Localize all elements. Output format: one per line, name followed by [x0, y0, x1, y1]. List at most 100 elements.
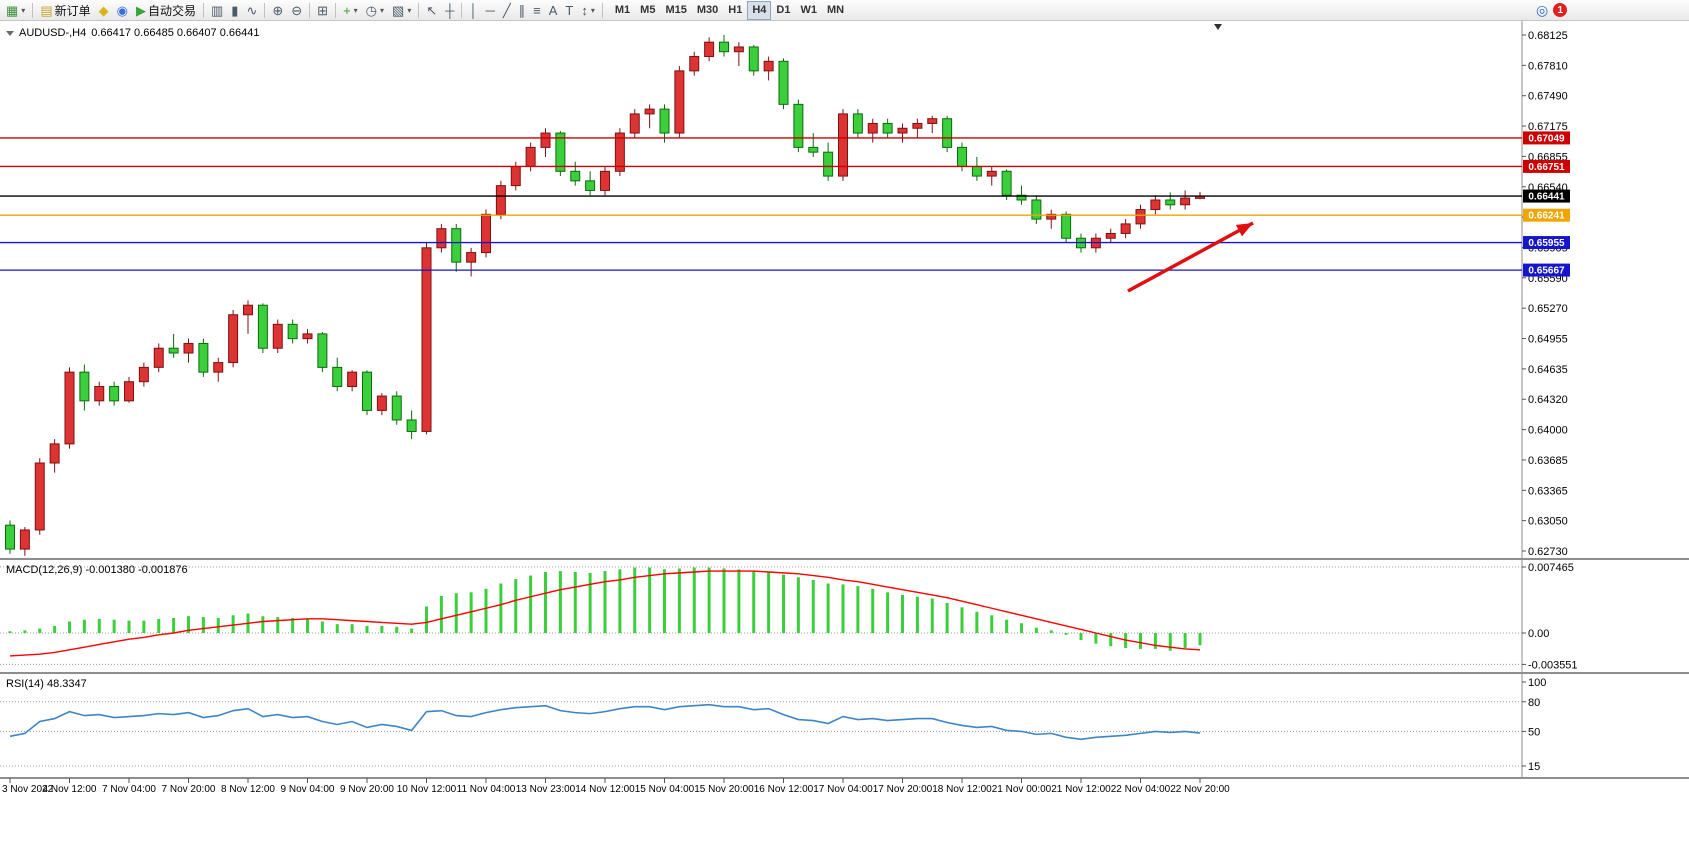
cursor-button[interactable]: ↖	[422, 1, 441, 20]
chart-window[interactable]: 0.68125 0.67810 0.67490 0.67175 0.66855 0.665…	[0, 21, 1689, 859]
svg-text:-0.003551: -0.003551	[1528, 659, 1578, 671]
zoom-out-button[interactable]: ⊖	[287, 1, 306, 20]
ohlc-bars-icon: ▥	[210, 2, 224, 18]
alert-button[interactable]: ◆	[95, 1, 113, 20]
annotations[interactable]	[1127, 24, 1254, 293]
shift-marker-icon	[1214, 24, 1222, 30]
toolbar-separator	[309, 2, 311, 18]
svg-text:9 Nov 20:00: 9 Nov 20:00	[340, 784, 394, 795]
timeframe-h4-button[interactable]: H4	[747, 0, 772, 20]
arrows-button[interactable]: ↕ ▾	[577, 1, 599, 20]
text-icon: A	[548, 2, 558, 18]
svg-text:80: 80	[1528, 697, 1540, 709]
trend-arrow-head	[1235, 223, 1253, 237]
svg-text:7 Nov 20:00: 7 Nov 20:00	[162, 784, 216, 795]
dropdown-caret-icon: ▾	[590, 5, 595, 15]
toolbar-separator	[418, 2, 420, 18]
order-ticket-icon: ▤	[40, 2, 53, 18]
horizontal-lines[interactable]: 0.67049 0.66751 0.66441 0.66241 0.65955 0.656…	[0, 131, 1570, 277]
chart-plus-icon: ▦	[6, 2, 19, 18]
notification-badge[interactable]: 1	[1553, 3, 1568, 17]
timeframe-m15-button[interactable]: M15	[660, 1, 691, 20]
timeframe-m30-button[interactable]: M30	[692, 1, 723, 20]
svg-text:0.65270: 0.65270	[1528, 303, 1568, 315]
svg-text:17 Nov 04:00: 17 Nov 04:00	[813, 784, 873, 795]
svg-text:22 Nov 20:00: 22 Nov 20:00	[1170, 784, 1230, 795]
tile-windows-button[interactable]: ⊞	[313, 1, 332, 20]
svg-text:0.63365: 0.63365	[1528, 485, 1568, 497]
svg-text:10 Nov 12:00: 10 Nov 12:00	[397, 784, 457, 795]
svg-text:17 Nov 20:00: 17 Nov 20:00	[873, 784, 933, 795]
symbol-dropdown-icon[interactable]	[6, 30, 14, 36]
indicators-button[interactable]: + ▾	[339, 1, 362, 20]
fibonacci-button[interactable]: ≡	[529, 1, 545, 20]
toolbar-separator	[32, 2, 34, 18]
price-line-label-box	[1523, 159, 1570, 173]
svg-text:0.65955: 0.65955	[1528, 238, 1565, 249]
cursor-icon: ↖	[426, 2, 438, 18]
zoom-in-button[interactable]: ⊕	[268, 1, 287, 20]
timeframe-m1-button[interactable]: M1	[610, 1, 635, 20]
svg-text:13 Nov 23:00: 13 Nov 23:00	[516, 784, 576, 795]
trendline-icon: ╱	[502, 2, 511, 18]
svg-text:0.65667: 0.65667	[1528, 266, 1565, 277]
candles	[5, 35, 1205, 556]
svg-text:4 Nov 12:00: 4 Nov 12:00	[43, 784, 97, 795]
magnifier-icon[interactable]: ◎	[1536, 2, 1549, 18]
clock-icon: ◷	[365, 2, 378, 18]
timeframe-w1-button[interactable]: W1	[795, 1, 822, 20]
price-line-label-box	[1523, 189, 1570, 203]
macd-pane: 0.007465 0.00 -0.003551	[0, 562, 1578, 671]
toolbar: ▦ ▾ ▤ 新订单 ◆ ◉ ▶ 自动交易 ▥ ▮ ∿ ⊕ ⊖ ⊞ + ▾ ◷ ▾ ▧ ▾ ↖ ┼ │ ─ ╱ ∥ ≡ A T ↕ ▾ M1 M…	[0, 0, 1689, 21]
toolbar-separator	[601, 2, 603, 18]
trend-arrow[interactable]	[1127, 221, 1254, 293]
price-chart-canvas[interactable]: 0.681250.678100.674900.671750.668550.665…	[0, 21, 1689, 859]
new-order-button[interactable]: ▤ 新订单	[36, 1, 94, 20]
timeframe-h1-button[interactable]: H1	[723, 1, 747, 20]
svg-text:21 Nov 12:00: 21 Nov 12:00	[1051, 784, 1111, 795]
text-button[interactable]: A	[545, 1, 562, 20]
templates-button[interactable]: ▧ ▾	[388, 1, 415, 20]
vertical-line-button[interactable]: │	[465, 1, 481, 20]
label-button[interactable]: T	[561, 1, 577, 20]
svg-text:0.64635: 0.64635	[1528, 364, 1568, 376]
crosshair-button[interactable]: ┼	[441, 1, 458, 20]
candle-chart-button[interactable]: ▮	[227, 1, 242, 20]
price-line-label-box	[1523, 263, 1570, 277]
svg-text:21 Nov 00:00: 21 Nov 00:00	[992, 784, 1052, 795]
svg-text:0.66751: 0.66751	[1528, 162, 1565, 173]
timeframe-m5-button[interactable]: M5	[635, 1, 660, 20]
bar-chart-button[interactable]: ▥	[207, 1, 227, 20]
line-chart-button[interactable]: ∿	[242, 1, 261, 20]
rsi-indicator-label: RSI(14) 48.3347	[6, 678, 87, 690]
line-chart-icon: ∿	[246, 2, 258, 18]
arrows-icon: ↕	[581, 2, 588, 18]
svg-text:0.63050: 0.63050	[1528, 516, 1568, 528]
svg-text:0.67175: 0.67175	[1528, 121, 1568, 133]
timeframe-d1-button[interactable]: D1	[771, 1, 795, 20]
fibonacci-icon: ≡	[533, 2, 541, 18]
auto-trading-button-label: 自动交易	[147, 3, 196, 18]
market-watch-button[interactable]: ◉	[113, 1, 132, 20]
toolbar-buttons: ▦ ▾ ▤ 新订单 ◆ ◉ ▶ 自动交易 ▥ ▮ ∿ ⊕ ⊖ ⊞ + ▾ ◷ ▾ ▧ ▾ ↖ ┼ │ ─ ╱ ∥ ≡ A T ↕ ▾	[2, 1, 606, 20]
toolbar-separator	[335, 2, 337, 18]
toolbar-right: ◎ 1	[1536, 2, 1568, 18]
globe-icon: ◉	[116, 2, 128, 18]
toolbar-separator	[461, 2, 463, 18]
rsi-line	[9, 703, 1201, 741]
svg-text:0.64000: 0.64000	[1528, 425, 1568, 437]
new-order-button-label: 新订单	[54, 3, 91, 18]
svg-text:0.63685: 0.63685	[1528, 455, 1568, 467]
svg-text:18 Nov 12:00: 18 Nov 12:00	[932, 784, 992, 795]
toolbar-separator	[264, 2, 266, 18]
diamond-icon: ◆	[98, 2, 109, 18]
trendline-button[interactable]: ╱	[499, 1, 515, 20]
svg-text:14 Nov 12:00: 14 Nov 12:00	[575, 784, 635, 795]
svg-text:100: 100	[1528, 677, 1546, 689]
timeframe-mn-button[interactable]: MN	[822, 1, 849, 20]
periods-button[interactable]: ◷ ▾	[362, 1, 388, 20]
auto-trading-button[interactable]: ▶ 自动交易	[132, 1, 200, 20]
channel-button[interactable]: ∥	[515, 1, 530, 20]
horizontal-line-button[interactable]: ─	[482, 1, 499, 20]
new-chart-button[interactable]: ▦ ▾	[2, 1, 29, 20]
